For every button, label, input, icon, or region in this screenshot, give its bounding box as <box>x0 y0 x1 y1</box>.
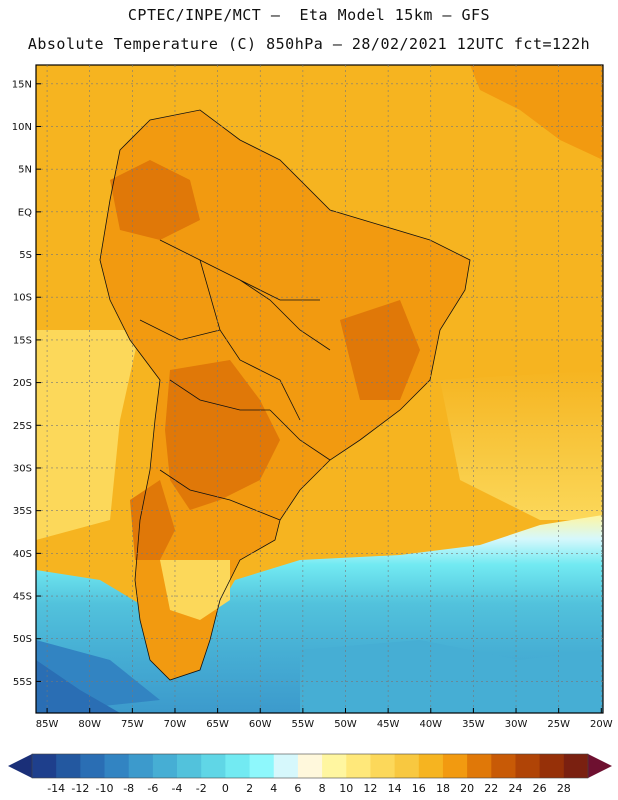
colorbar-swatch <box>563 754 589 778</box>
lon-label: 50W <box>334 719 357 730</box>
south-america-land <box>100 110 470 680</box>
colorbar-label: 18 <box>436 782 450 795</box>
country-boundaries <box>99 109 471 681</box>
ocean-mid-band-east <box>440 370 603 520</box>
colorbar-label: 28 <box>557 782 571 795</box>
lon-label: 80W <box>78 719 101 730</box>
colorbar-label: 0 <box>222 782 229 795</box>
lat-label: 5S <box>19 250 32 261</box>
lat-label: 10N <box>12 122 32 133</box>
lon-label: 25W <box>547 719 570 730</box>
colorbar-label: 16 <box>412 782 426 795</box>
lon-label: 75W <box>121 719 144 730</box>
colorbar-label: 26 <box>533 782 547 795</box>
colorbar-swatch <box>56 754 81 778</box>
colorbar-swatch <box>297 754 323 778</box>
colorbar-high-arrow <box>588 754 612 778</box>
colorbar-swatch <box>273 754 299 778</box>
colorbar-swatch <box>539 754 565 778</box>
cool-patagonia <box>160 560 230 620</box>
colorbar-swatch <box>249 754 275 778</box>
colorbar-swatch <box>201 754 226 778</box>
lat-label: 35S <box>13 506 32 517</box>
colorbar-label: 10 <box>339 782 353 795</box>
warm-ocean-ne <box>470 65 603 160</box>
colorbar-label: -4 <box>172 782 183 795</box>
lat-label: 15N <box>12 79 32 90</box>
hot-land-brazil <box>340 300 420 400</box>
colorbar-label: 8 <box>319 782 326 795</box>
colorbar-label: -2 <box>196 782 207 795</box>
colorbar-swatch <box>225 754 250 778</box>
colorbar-label: -6 <box>147 782 158 795</box>
colorbar-swatch <box>370 754 396 778</box>
lon-label: 45W <box>377 719 400 730</box>
colorbar-label: 14 <box>388 782 402 795</box>
colorbar: -14 -12 -10 -8 -6 -4 -2 0 2 4 6 8 10 12 14 16 18 20 22 24 26… <box>8 753 612 795</box>
colorbar-swatch <box>346 754 371 778</box>
lat-label: 50S <box>13 634 32 645</box>
lon-label: 35W <box>462 719 485 730</box>
colorbar-label: -14 <box>47 782 65 795</box>
colorbar-swatch <box>128 754 154 778</box>
lat-label: 55S <box>13 677 32 688</box>
lat-label: 20S <box>13 378 32 389</box>
colorbar-label: -10 <box>96 782 114 795</box>
colorbar-label: 24 <box>508 782 522 795</box>
lon-label: 30W <box>505 719 528 730</box>
lon-label: 65W <box>206 719 229 730</box>
colorbar-swatch <box>152 754 178 778</box>
colorbar-label: -8 <box>123 782 134 795</box>
cold-ocean-se <box>300 640 603 713</box>
colorbar-label: -12 <box>71 782 89 795</box>
colorbar-swatch <box>467 754 492 778</box>
colorbar-low-arrow <box>8 754 32 778</box>
colorbar-label: 2 <box>246 782 253 795</box>
lon-label: 40W <box>419 719 442 730</box>
hot-land-interior <box>165 360 280 510</box>
hot-land-andes <box>130 480 175 560</box>
title-line-1: CPTEC/INPE/MCT – Eta Model 15km – GFS <box>127 6 491 24</box>
colorbar-swatch <box>104 754 130 778</box>
lon-label: 55W <box>292 719 315 730</box>
lon-label: 85W <box>36 719 59 730</box>
lon-label: 20W <box>590 719 613 730</box>
colorbar-swatch <box>177 754 202 778</box>
lat-label: 5N <box>18 165 32 176</box>
lat-label: 15S <box>13 335 32 346</box>
colorbar-label: 4 <box>270 782 277 795</box>
colorbar-label: 22 <box>484 782 498 795</box>
colorbar-swatch <box>394 754 420 778</box>
colorbar-label: 20 <box>460 782 474 795</box>
lat-label: 45S <box>13 592 32 603</box>
colorbar-label: 12 <box>363 782 377 795</box>
colorbar-swatch <box>515 754 541 778</box>
colorbar-label: 6 <box>294 782 301 795</box>
graticule <box>36 65 603 713</box>
colorbar-swatch <box>442 754 468 778</box>
colorbar-swatch <box>491 754 516 778</box>
colorbar-swatch <box>418 754 444 778</box>
coldest-ocean-sw <box>36 660 120 713</box>
lat-label: 10S <box>13 293 32 304</box>
title-line-2: Absolute Temperature (C) 850hPa – 28/02/… <box>27 35 591 53</box>
lat-label: 40S <box>13 549 32 560</box>
lon-label: 70W <box>164 719 187 730</box>
colorbar-swatch <box>32 754 57 778</box>
lat-label: 25S <box>13 421 32 432</box>
map-frame <box>35 64 604 714</box>
lat-label: EQ <box>18 207 32 218</box>
colorbar-swatch <box>322 754 347 778</box>
colorbar-frame <box>31 753 589 779</box>
longitude-labels: 85W 80W 75W 70W 65W 60W 55W 50W 45W 40W 35W 30W 25W 2… <box>36 719 613 730</box>
lon-label: 60W <box>249 719 272 730</box>
colorbar-swatch <box>80 754 105 778</box>
latitude-labels: 15N 10N 5N EQ 5S 10S 15S 20S 25S 30S 35S 40S 45S 50S 5… <box>12 79 32 688</box>
lat-label: 30S <box>13 463 32 474</box>
